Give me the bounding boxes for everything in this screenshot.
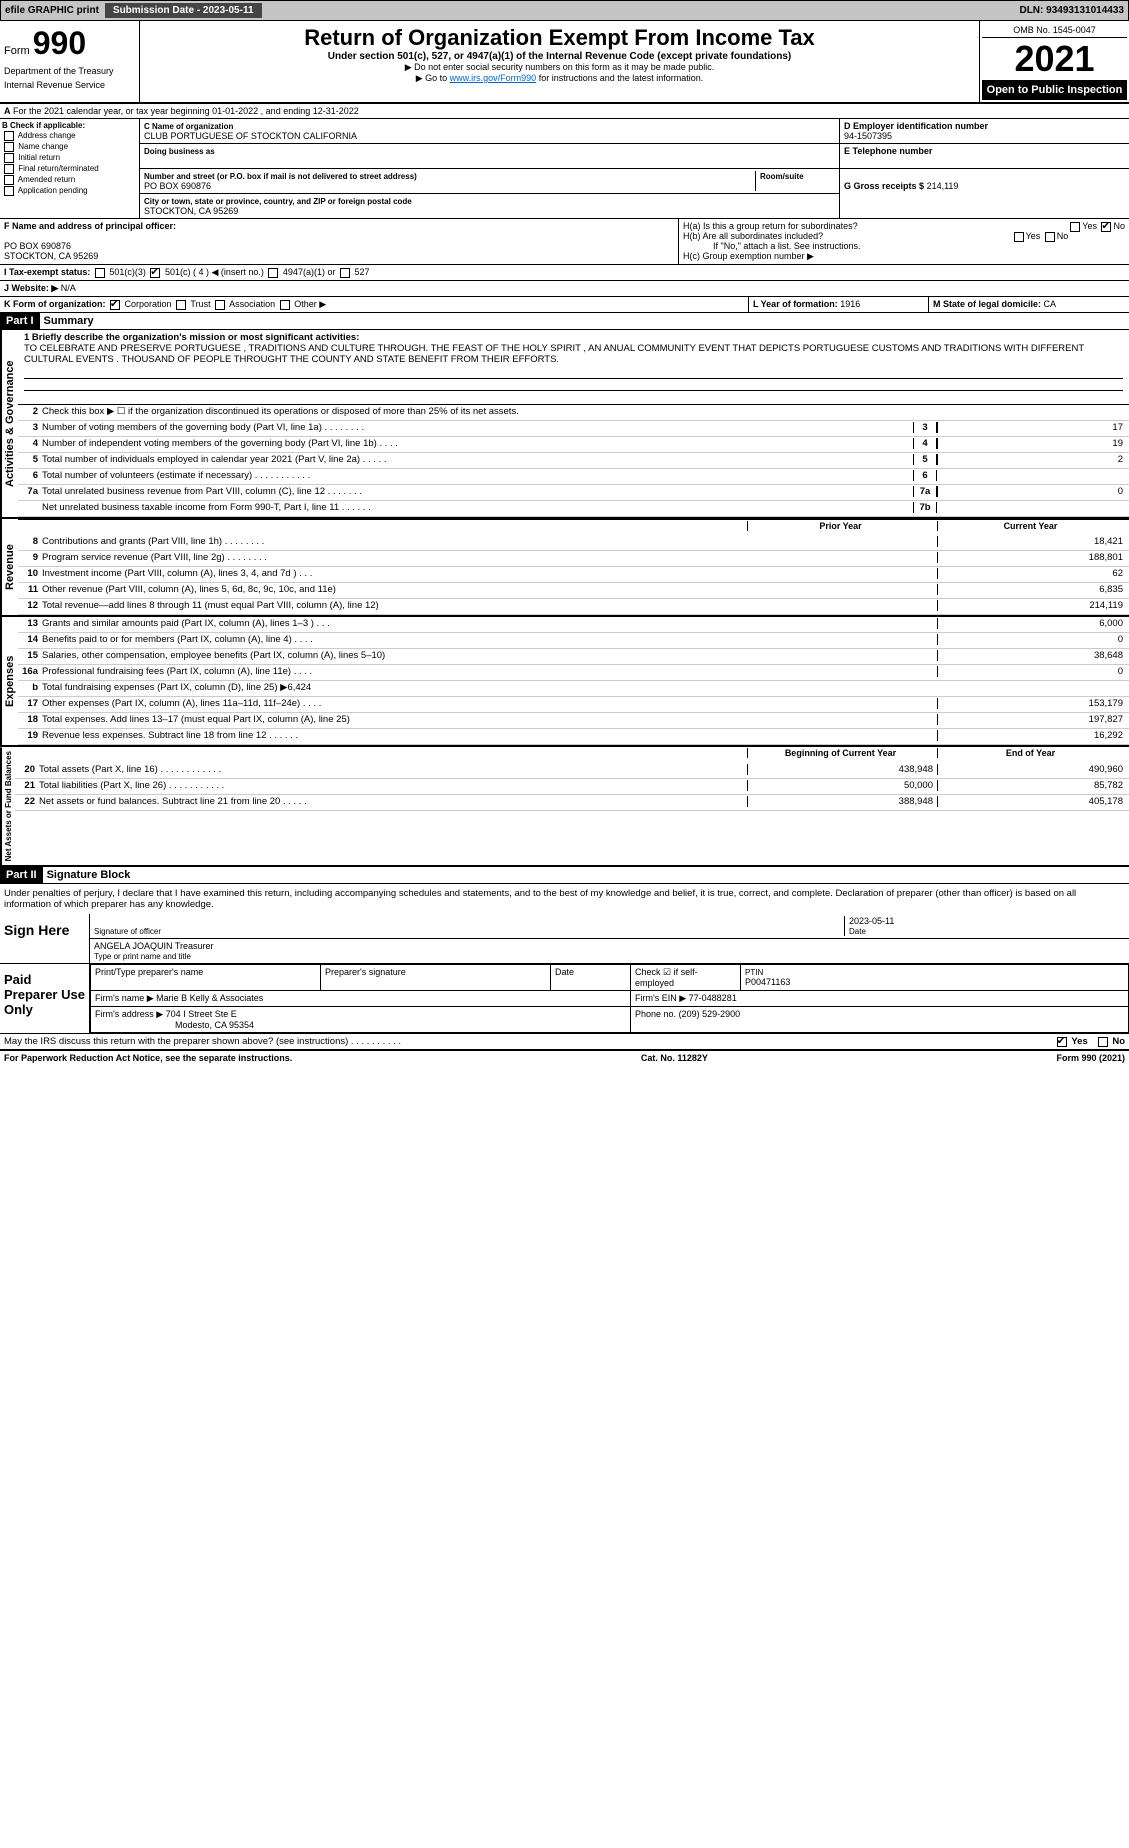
part2-title: Signature Block (47, 869, 131, 881)
cat-no: Cat. No. 11282Y (641, 1053, 708, 1063)
side-netassets: Net Assets or Fund Balances (0, 747, 15, 865)
side-expenses: Expenses (0, 617, 18, 745)
firm-ein: 77-0488281 (689, 993, 737, 1003)
city-state-zip: STOCKTON, CA 95269 (144, 206, 238, 216)
part1-header: Part I (0, 313, 40, 329)
form990-link[interactable]: www.irs.gov/Form990 (450, 73, 537, 83)
open-inspection: Open to Public Inspection (982, 80, 1127, 100)
street-address: PO BOX 690876 (144, 181, 211, 191)
side-revenue: Revenue (0, 519, 18, 615)
part2-header: Part II (0, 867, 43, 883)
topbar: efile GRAPHIC print Submission Date - 20… (0, 0, 1129, 21)
firm-phone: (209) 529-2900 (679, 1009, 741, 1019)
firm-name: Marie B Kelly & Associates (156, 993, 263, 1003)
org-name: CLUB PORTUGUESE OF STOCKTON CALIFORNIA (144, 131, 357, 141)
submission-date-btn[interactable]: Submission Date - 2023-05-11 (105, 3, 262, 18)
form-title: Return of Organization Exempt From Incom… (144, 25, 975, 51)
form-number: 990 (33, 25, 86, 61)
website: N/A (61, 283, 76, 293)
ptin: P00471163 (745, 977, 790, 987)
gross-receipts: 214,119 (927, 181, 959, 191)
dept-treasury: Department of the Treasury (4, 66, 135, 76)
section-b-checkboxes: B Check if applicable: Address change Na… (0, 119, 140, 218)
part1-title: Summary (44, 315, 94, 327)
form-word: Form (4, 45, 30, 57)
tax-year: 2021 (982, 38, 1127, 80)
ein: 94-1507395 (844, 131, 892, 141)
irs-label: Internal Revenue Service (4, 80, 135, 90)
subtitle-1: Under section 501(c), 527, or 4947(a)(1)… (144, 51, 975, 62)
firm-addr1: 704 I Street Ste E (166, 1009, 237, 1019)
subtitle-2: ▶ Do not enter social security numbers o… (144, 62, 975, 73)
year-formation: 1916 (840, 299, 860, 309)
omb-number: OMB No. 1545-0047 (982, 23, 1127, 38)
line-a: A For the 2021 calendar year, or tax yea… (0, 104, 1129, 119)
sign-date: 2023-05-11 (849, 916, 894, 926)
mission-text: TO CELEBRATE AND PRESERVE PORTUGUESE , T… (24, 343, 1084, 365)
paid-preparer-label: Paid Preparer Use Only (0, 964, 90, 1033)
officer-name: ANGELA JOAQUIN Treasurer (94, 941, 214, 951)
sign-here-label: Sign Here (0, 914, 90, 963)
form-header: Form 990 Department of the Treasury Inte… (0, 21, 1129, 104)
firm-addr2: Modesto, CA 95354 (95, 1020, 254, 1030)
penalty-statement: Under penalties of perjury, I declare th… (0, 884, 1129, 914)
paperwork-notice: For Paperwork Reduction Act Notice, see … (4, 1053, 292, 1063)
side-governance: Activities & Governance (0, 330, 18, 517)
state-domicile: CA (1044, 299, 1057, 309)
efile-label: efile GRAPHIC print (5, 5, 99, 16)
dln-label: DLN: 93493131014433 (1019, 5, 1124, 16)
form-footer: Form 990 (2021) (1056, 1053, 1125, 1063)
